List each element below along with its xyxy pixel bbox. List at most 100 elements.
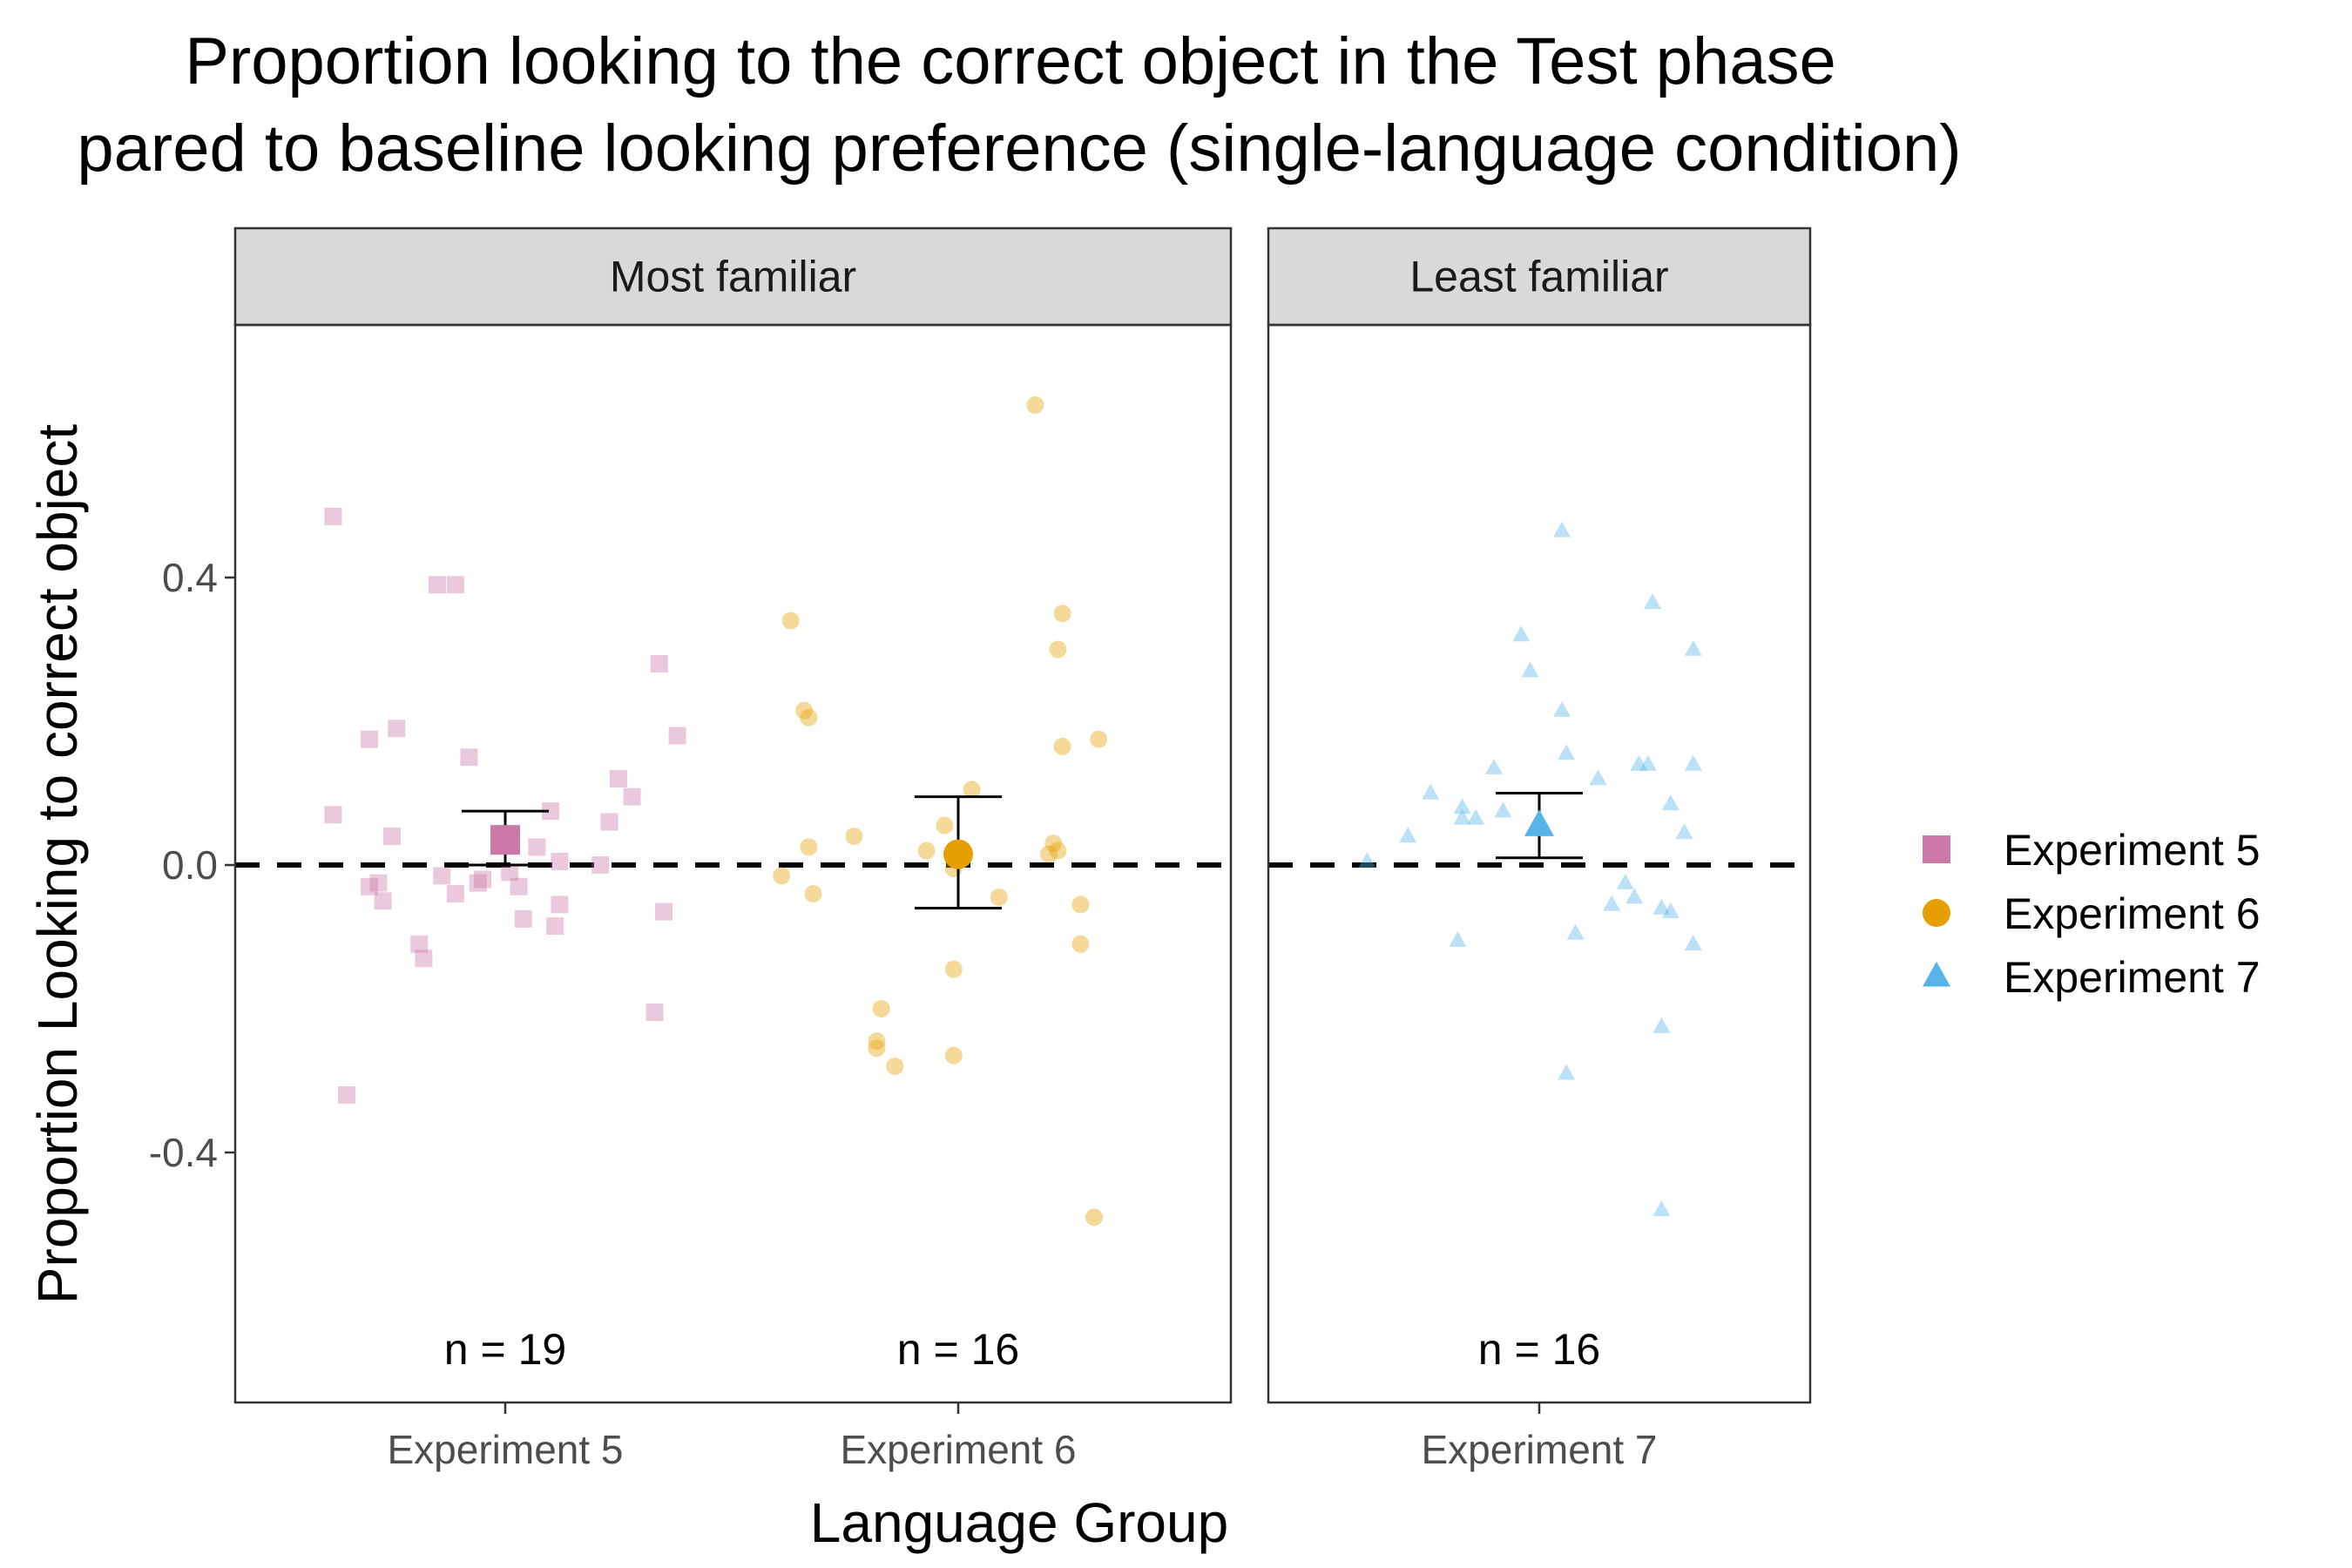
data-point	[668, 727, 686, 745]
data-point	[1589, 769, 1607, 786]
data-point	[1485, 758, 1503, 774]
data-point	[446, 885, 464, 902]
data-point	[501, 863, 519, 882]
n-label: n = 16	[1478, 1325, 1600, 1374]
data-point	[1684, 934, 1702, 950]
facet-panel: Least familiar	[1267, 226, 1812, 1404]
data-point	[1566, 923, 1585, 940]
panel-border	[233, 323, 1233, 1404]
data-point	[1603, 895, 1621, 911]
mean-point	[943, 839, 973, 869]
data-point	[1053, 605, 1071, 623]
data-point	[1049, 640, 1067, 659]
data-point	[990, 889, 1008, 907]
data-point	[936, 816, 954, 835]
chart-title-line-1: Proportion looking to the correct object…	[185, 24, 1836, 98]
data-point	[944, 1046, 963, 1064]
data-point	[469, 874, 487, 892]
panel-background	[235, 325, 1231, 1402]
y-tick-label: 0.4	[162, 555, 218, 600]
data-point	[781, 612, 800, 630]
legend-label: Experiment 5	[2004, 826, 2261, 875]
group-experiment-5: n = 19 Experiment 5	[324, 507, 686, 1472]
data-point	[1625, 888, 1644, 904]
data-point	[845, 828, 863, 845]
data-point	[868, 1039, 886, 1058]
data-point	[1453, 808, 1471, 825]
n-label: n = 16	[897, 1325, 1019, 1374]
data-point	[1071, 896, 1090, 914]
data-point	[1399, 827, 1417, 843]
data-point	[361, 877, 378, 896]
data-point	[1675, 823, 1693, 840]
data-point	[591, 856, 610, 874]
data-point	[1090, 730, 1108, 748]
data-point	[610, 770, 627, 787]
data-point	[655, 902, 672, 921]
data-point	[1449, 930, 1467, 947]
data-point	[338, 1086, 355, 1104]
legend-item: Experiment 5	[1923, 826, 2261, 875]
data-point	[415, 950, 433, 968]
n-label: n = 19	[444, 1325, 566, 1374]
x-axis-title: Language Group	[810, 1491, 1228, 1554]
data-point	[1661, 794, 1680, 811]
data-point	[1630, 754, 1648, 771]
legend-item: Experiment 7	[1923, 953, 2261, 1002]
data-point	[1644, 593, 1661, 610]
data-point	[324, 806, 342, 824]
legend-item: Experiment 6	[1923, 889, 2261, 938]
y-tick-label: -0.4	[149, 1130, 218, 1175]
data-point	[1422, 783, 1440, 800]
facet-strip-label: Most familiar	[610, 253, 856, 301]
data-point	[1558, 1064, 1576, 1080]
data-point	[804, 885, 822, 902]
data-point	[1044, 835, 1063, 853]
data-point	[1652, 1200, 1671, 1217]
data-point	[1053, 737, 1071, 755]
data-point	[1553, 521, 1571, 537]
data-point	[446, 576, 464, 594]
data-point	[1652, 1017, 1671, 1033]
data-point	[429, 576, 446, 594]
y-axis-title: Proportion Looking to correct object	[26, 424, 89, 1305]
data-point	[773, 867, 791, 885]
data-point	[1467, 808, 1485, 825]
data-point	[1616, 873, 1634, 889]
facet-strip	[233, 226, 1233, 327]
legend-key	[1923, 899, 1950, 927]
data-point	[1358, 852, 1376, 868]
data-point	[474, 870, 491, 889]
x-tick-label: Experiment 5	[387, 1427, 623, 1472]
mean-point	[490, 825, 520, 855]
data-point	[551, 896, 569, 914]
data-point	[369, 874, 388, 892]
data-point	[433, 867, 451, 885]
legend-key	[1923, 961, 1950, 987]
data-point	[1684, 754, 1702, 771]
data-point	[383, 828, 401, 845]
data-point	[460, 748, 478, 767]
data-point	[324, 507, 342, 525]
data-point	[944, 960, 963, 978]
x-tick-label: Experiment 6	[840, 1427, 1076, 1472]
data-point	[374, 892, 392, 910]
data-point	[510, 877, 528, 896]
data-point	[1558, 744, 1576, 760]
data-point	[1494, 801, 1512, 818]
data-point	[546, 917, 564, 936]
facet-panel: Most familiar	[233, 226, 1233, 1404]
mean-point	[1524, 809, 1554, 836]
x-tick-label: Experiment 7	[1421, 1427, 1657, 1472]
data-point	[1453, 798, 1471, 814]
facet-strip-label: Least familiar	[1409, 253, 1668, 301]
data-point	[872, 1000, 890, 1017]
data-point	[1512, 625, 1531, 642]
data-point	[514, 909, 532, 928]
legend-label: Experiment 6	[2004, 889, 2261, 938]
data-point	[1521, 661, 1539, 678]
data-point	[388, 720, 406, 738]
data-point	[1652, 898, 1671, 915]
data-point	[800, 838, 818, 856]
